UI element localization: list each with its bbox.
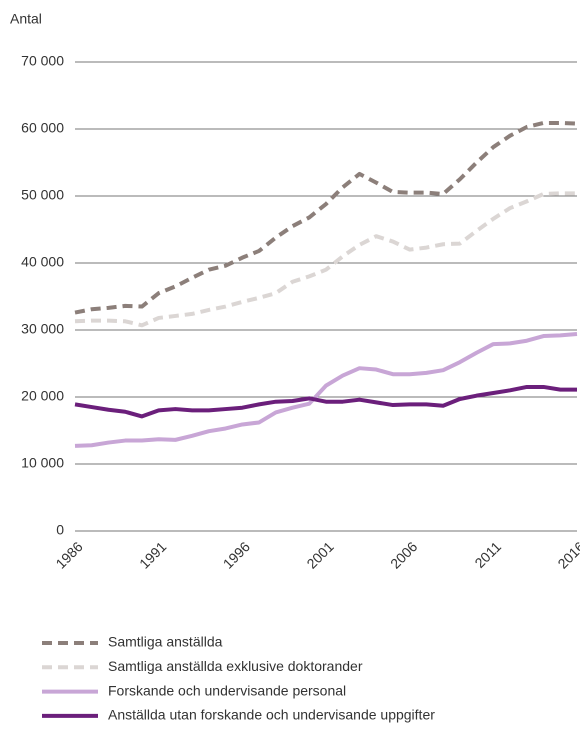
x-tick-label: 2016 [554,538,580,571]
series-line [74,191,577,328]
y-tick-label: 70 000 [21,53,64,69]
legend-label: Samtliga anställda exklusive doktorander [108,658,363,674]
legend-label: Forskande och undervisande personal [108,682,346,698]
x-tick-label: 1996 [220,538,253,571]
y-tick-label: 60 000 [21,120,64,136]
x-tick-label: 1986 [52,538,85,571]
series-line [74,332,578,448]
y-tick-label: 40 000 [21,254,64,270]
y-tick-label: 0 [56,522,64,538]
x-tick-label: 2006 [387,538,420,571]
legend-label: Samtliga anställda [108,634,223,650]
y-tick-label: 10 000 [21,455,64,471]
legend-label: Anställda utan forskande och undervisand… [108,707,435,723]
series-line [74,120,578,315]
x-tick-label: 2001 [303,538,336,571]
x-tick-label: 2011 [471,538,504,571]
series-line [74,384,577,419]
y-tick-label: 50 000 [21,187,64,203]
y-tick-label: 20 000 [21,388,64,404]
y-axis-label: Antal [10,11,42,27]
y-tick-label: 30 000 [21,321,64,337]
x-tick-label: 1991 [136,538,169,571]
